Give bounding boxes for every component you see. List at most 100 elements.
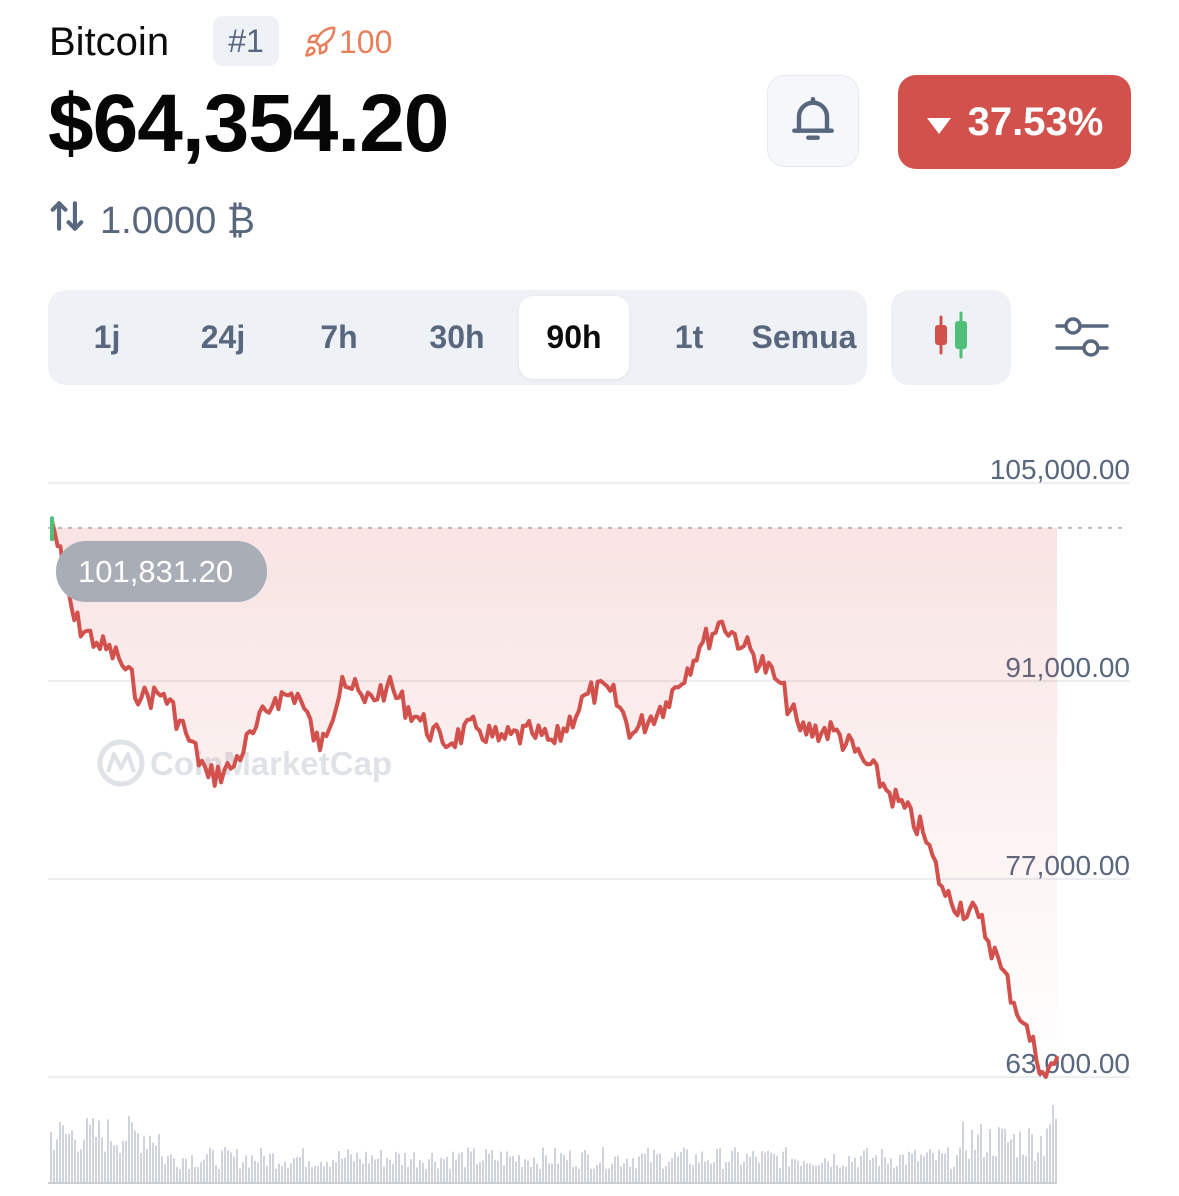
volume-bar xyxy=(974,1149,976,1183)
volume-bar xyxy=(1019,1131,1021,1183)
volume-bar xyxy=(560,1153,562,1183)
tab-1j[interactable]: 1j xyxy=(93,319,121,355)
volume-bar xyxy=(443,1159,445,1183)
candlestick-toggle-button[interactable] xyxy=(891,290,1011,385)
volume-bar xyxy=(734,1147,736,1183)
price-alert-button[interactable] xyxy=(767,75,859,167)
volume-bar xyxy=(839,1167,841,1183)
volume-bar xyxy=(509,1156,511,1183)
volume-bar xyxy=(224,1147,226,1183)
volume-bar xyxy=(746,1153,748,1183)
volume-bar xyxy=(917,1161,919,1183)
volume-bar xyxy=(338,1151,340,1183)
volume-bar xyxy=(614,1156,616,1183)
volume-bar xyxy=(305,1167,307,1183)
volume-bar xyxy=(323,1166,325,1183)
volume-bar xyxy=(110,1141,112,1183)
volume-bar xyxy=(608,1168,610,1183)
volume-bar xyxy=(899,1154,901,1183)
reference-tooltip-text: 101,831.20 xyxy=(78,554,233,589)
volume-bar xyxy=(992,1155,994,1183)
volume-bar xyxy=(905,1164,907,1183)
volume-bar xyxy=(386,1158,388,1183)
volume-bar xyxy=(1007,1142,1009,1183)
volume-bar xyxy=(374,1159,376,1183)
volume-bar xyxy=(440,1158,442,1183)
volume-bar xyxy=(344,1157,346,1183)
volume-bar xyxy=(1034,1160,1036,1183)
volume-bar xyxy=(470,1151,472,1183)
volume-bar xyxy=(902,1154,904,1183)
candlestick-icon xyxy=(929,311,973,364)
volume-bar xyxy=(758,1162,760,1183)
tab-1t[interactable]: 1t xyxy=(674,319,704,355)
volume-bar xyxy=(455,1159,457,1183)
volume-bar xyxy=(479,1162,481,1183)
volume-bar xyxy=(161,1156,163,1183)
volume-bar xyxy=(689,1163,691,1183)
volume-bar xyxy=(584,1149,586,1183)
rank-badge: #1 xyxy=(213,16,279,66)
tab-24j[interactable]: 24j xyxy=(200,319,246,355)
volume-bar xyxy=(773,1153,775,1183)
volume-bar xyxy=(629,1166,631,1183)
watermark: CoinMarketCap xyxy=(97,739,392,787)
volume-bar xyxy=(512,1156,514,1183)
volume-bar xyxy=(581,1152,583,1183)
chart-settings-button[interactable] xyxy=(1050,310,1114,368)
volume-bar xyxy=(968,1158,970,1183)
volume-bar xyxy=(671,1157,673,1183)
timeframe-tabs: 1j 24j 7h 30h 90h 1t Semua xyxy=(48,290,867,385)
volume-bar xyxy=(923,1156,925,1183)
volume-bar xyxy=(650,1162,652,1183)
volume-bar xyxy=(176,1166,178,1183)
swap-arrows-icon xyxy=(48,197,86,245)
volume-bar xyxy=(590,1168,592,1183)
tab-90h[interactable]: 90h xyxy=(519,296,629,379)
volume-bar xyxy=(545,1155,547,1183)
volume-bar xyxy=(488,1153,490,1183)
volume-bar xyxy=(620,1166,622,1183)
volume-bar xyxy=(833,1153,835,1183)
volume-bar xyxy=(599,1162,601,1183)
volume-bar xyxy=(740,1164,742,1183)
tab-30h[interactable]: 30h xyxy=(429,319,485,355)
volume-bar xyxy=(656,1154,658,1183)
volume-bar xyxy=(749,1156,751,1183)
volume-bar xyxy=(713,1162,715,1183)
volume-bar xyxy=(473,1148,475,1183)
current-price: $64,354.20 xyxy=(48,78,449,169)
volume-bar xyxy=(296,1157,298,1183)
volume-bar xyxy=(452,1151,454,1183)
tab-semua[interactable]: Semua xyxy=(751,319,857,355)
volume-bar xyxy=(653,1149,655,1183)
volume-bar xyxy=(743,1161,745,1183)
volume-bar xyxy=(482,1160,484,1183)
watchlist-count-badge[interactable]: 100 xyxy=(303,22,392,62)
volume-bar xyxy=(878,1165,880,1183)
volume-bar xyxy=(737,1152,739,1183)
volume-bar xyxy=(191,1155,193,1183)
volume-bar xyxy=(662,1168,664,1183)
volume-bar xyxy=(1031,1134,1033,1183)
price-change-badge: 37.53% xyxy=(898,75,1131,169)
volume-bar xyxy=(377,1158,379,1183)
conversion-row[interactable]: 1.0000 ₿ xyxy=(48,198,255,244)
volume-bar xyxy=(302,1148,304,1183)
y-tick-label: 63,000.00 xyxy=(1005,1048,1130,1079)
volume-bar xyxy=(1043,1156,1045,1183)
volume-bar xyxy=(407,1166,409,1183)
volume-bar xyxy=(821,1162,823,1183)
coin-name: Bitcoin xyxy=(49,20,170,64)
volume-bar xyxy=(71,1130,73,1183)
volume-bar xyxy=(1040,1136,1042,1183)
tab-7h[interactable]: 7h xyxy=(320,319,358,355)
volume-bar xyxy=(848,1156,850,1183)
volume-bar xyxy=(140,1152,142,1183)
volume-bar xyxy=(335,1162,337,1183)
volume-bar xyxy=(284,1161,286,1183)
caret-down-icon xyxy=(926,100,952,145)
bell-icon xyxy=(785,91,841,152)
volume-bar xyxy=(218,1168,220,1183)
